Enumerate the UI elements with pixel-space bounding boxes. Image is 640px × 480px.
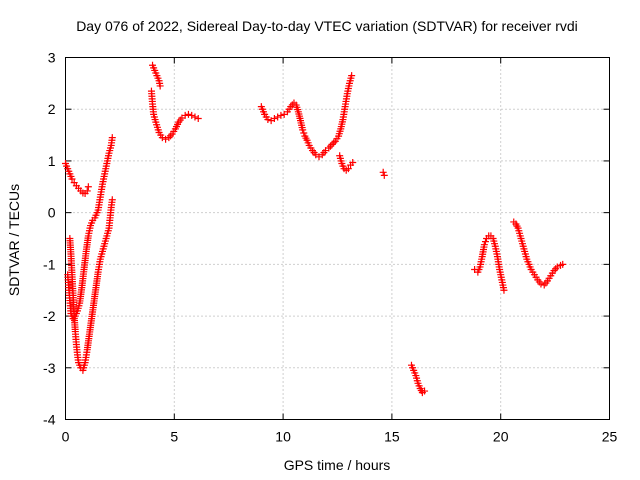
data-point	[379, 168, 387, 176]
x-axis-label: GPS time / hours	[284, 457, 391, 473]
x-tick-label: 5	[170, 429, 178, 445]
data-point	[108, 196, 116, 204]
data-point	[184, 110, 192, 118]
data-point	[270, 115, 278, 123]
data-point	[537, 280, 545, 288]
data-point	[480, 241, 488, 249]
data-point	[348, 72, 356, 80]
data-point	[158, 134, 166, 142]
data-point	[326, 142, 334, 150]
x-tick-label: 25	[602, 429, 618, 445]
data-point	[188, 111, 196, 119]
y-tick-label: -2	[43, 308, 56, 324]
data-point	[156, 82, 164, 90]
data-point	[330, 139, 338, 147]
data-point	[349, 158, 357, 166]
x-tick-label: 20	[493, 429, 509, 445]
y-tick-label: 1	[48, 153, 56, 169]
data-point	[277, 111, 285, 119]
data-point	[181, 111, 189, 119]
data-point	[421, 387, 429, 395]
y-tick-label: 2	[48, 101, 56, 117]
data-point	[299, 126, 307, 134]
data-point	[300, 129, 308, 137]
data-point	[481, 238, 489, 246]
data-point	[328, 140, 336, 148]
data-point	[500, 286, 508, 294]
data-point	[108, 134, 116, 142]
data-point	[274, 113, 282, 121]
axis-ticks: 0 5 10 15 20 25 -4 -3 -2 -1 0 1 2 3	[43, 50, 617, 445]
data-point	[380, 171, 388, 179]
data-point	[194, 115, 202, 123]
chart-title: Day 076 of 2022, Sidereal Day-to-day VTE…	[76, 18, 578, 34]
data-point	[553, 263, 561, 271]
data-point	[84, 183, 92, 191]
grid	[65, 57, 610, 420]
y-axis-label: SDTVAR / TECUs	[6, 184, 22, 296]
y-tick-label: 3	[48, 50, 56, 66]
data-point	[162, 135, 170, 143]
data-point	[166, 132, 174, 140]
data-point	[552, 265, 560, 273]
data-point	[264, 116, 272, 124]
x-tick-label: 0	[62, 429, 70, 445]
y-tick-label: -1	[43, 256, 56, 272]
x-tick-label: 10	[275, 429, 291, 445]
data-point	[344, 165, 352, 173]
y-tick-label: -4	[43, 412, 56, 428]
data-point	[165, 134, 173, 142]
data-point	[191, 113, 199, 121]
plot-frame	[65, 57, 610, 420]
data-point	[83, 187, 91, 195]
x-tick-label: 15	[384, 429, 400, 445]
y-tick-label: 0	[48, 205, 56, 221]
data-points	[62, 61, 567, 397]
data-point	[68, 175, 76, 183]
data-point	[559, 260, 567, 268]
y-tick-label: -3	[43, 360, 56, 376]
